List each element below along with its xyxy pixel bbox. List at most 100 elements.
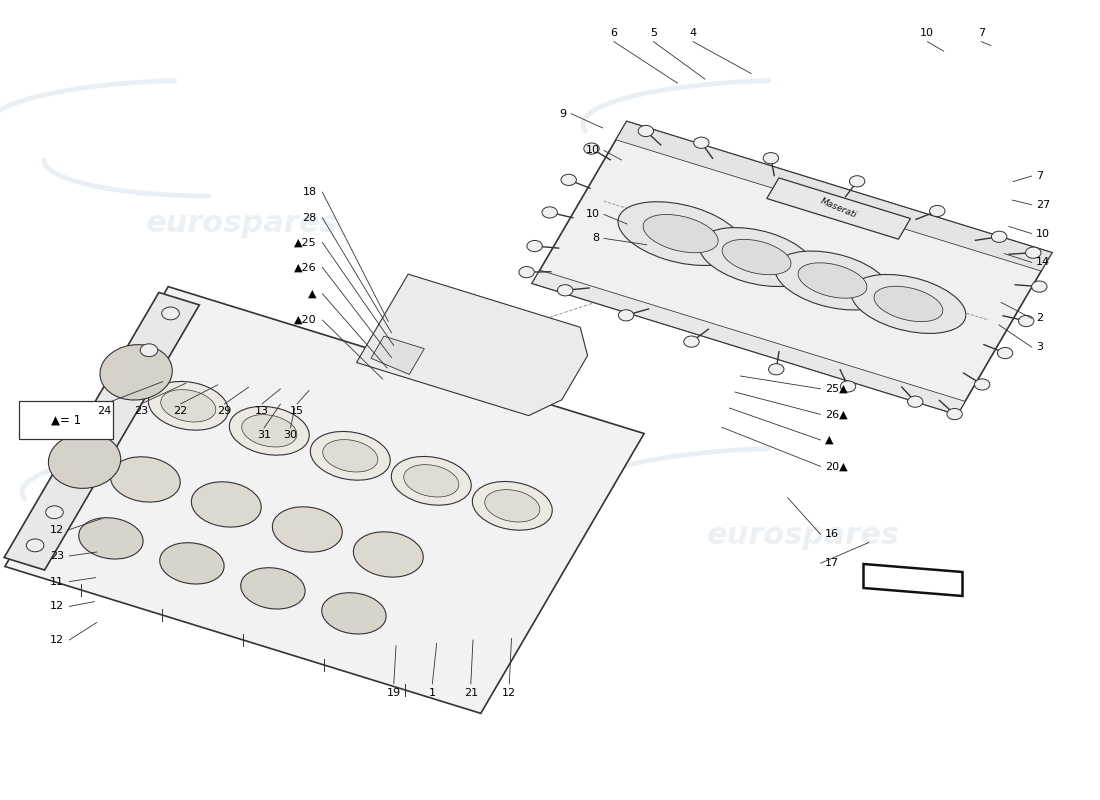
Circle shape xyxy=(998,347,1013,358)
Ellipse shape xyxy=(161,390,216,422)
Circle shape xyxy=(947,409,962,420)
Text: 29: 29 xyxy=(218,406,231,416)
Polygon shape xyxy=(4,286,645,714)
Circle shape xyxy=(527,241,542,252)
Circle shape xyxy=(558,285,573,296)
Text: 8: 8 xyxy=(593,234,600,243)
Ellipse shape xyxy=(241,568,305,609)
Circle shape xyxy=(930,206,945,217)
Circle shape xyxy=(46,506,64,518)
Text: 9: 9 xyxy=(560,109,566,118)
Polygon shape xyxy=(532,270,965,414)
Text: 11: 11 xyxy=(50,577,64,586)
Circle shape xyxy=(618,310,634,321)
Text: eurospares: eurospares xyxy=(145,210,339,238)
Text: 21: 21 xyxy=(464,688,477,698)
Ellipse shape xyxy=(392,457,471,505)
Text: 6: 6 xyxy=(610,29,617,38)
Ellipse shape xyxy=(229,406,309,455)
Ellipse shape xyxy=(644,214,718,253)
Circle shape xyxy=(542,207,558,218)
Circle shape xyxy=(140,344,157,357)
Circle shape xyxy=(638,126,653,137)
Circle shape xyxy=(561,174,576,186)
Ellipse shape xyxy=(110,457,180,502)
Circle shape xyxy=(1032,281,1047,292)
Text: 15: 15 xyxy=(290,406,304,416)
Circle shape xyxy=(840,381,856,392)
Circle shape xyxy=(1025,247,1041,258)
Ellipse shape xyxy=(618,202,744,266)
FancyBboxPatch shape xyxy=(19,401,112,439)
Text: ▲: ▲ xyxy=(825,435,834,445)
Text: 20▲: 20▲ xyxy=(825,462,848,471)
Text: 26▲: 26▲ xyxy=(825,410,848,419)
Text: 12: 12 xyxy=(50,635,64,645)
Ellipse shape xyxy=(310,431,390,480)
Circle shape xyxy=(769,364,784,375)
Circle shape xyxy=(162,307,179,320)
Circle shape xyxy=(519,266,535,278)
Polygon shape xyxy=(616,122,1052,271)
Ellipse shape xyxy=(242,414,297,447)
Circle shape xyxy=(908,396,923,407)
Circle shape xyxy=(26,539,44,552)
Ellipse shape xyxy=(321,593,386,634)
Text: ▲: ▲ xyxy=(308,289,317,298)
Text: ▲= 1: ▲= 1 xyxy=(51,414,81,426)
Text: ▲20: ▲20 xyxy=(294,315,317,325)
Circle shape xyxy=(991,231,1006,242)
Circle shape xyxy=(694,137,710,148)
Text: 10: 10 xyxy=(921,29,934,38)
Text: 5: 5 xyxy=(650,29,657,38)
Ellipse shape xyxy=(160,542,224,584)
Ellipse shape xyxy=(799,263,867,298)
Text: 7: 7 xyxy=(978,29,984,38)
Text: 12: 12 xyxy=(50,602,64,611)
Circle shape xyxy=(975,379,990,390)
Ellipse shape xyxy=(485,490,540,522)
Ellipse shape xyxy=(700,227,814,286)
Ellipse shape xyxy=(851,274,966,334)
Text: 10: 10 xyxy=(585,210,600,219)
Text: 25▲: 25▲ xyxy=(825,384,848,394)
Ellipse shape xyxy=(353,532,424,577)
Ellipse shape xyxy=(776,251,890,310)
Text: 3: 3 xyxy=(1036,342,1043,352)
Ellipse shape xyxy=(472,482,552,530)
Ellipse shape xyxy=(874,286,943,322)
Text: 14: 14 xyxy=(1036,258,1050,267)
Text: eurospares: eurospares xyxy=(706,522,900,550)
Polygon shape xyxy=(864,564,962,596)
Text: eurospares: eurospares xyxy=(145,522,339,550)
Text: 7: 7 xyxy=(1036,171,1043,181)
Ellipse shape xyxy=(48,433,121,488)
Circle shape xyxy=(584,143,600,154)
Polygon shape xyxy=(356,274,587,416)
Polygon shape xyxy=(532,122,1052,414)
Circle shape xyxy=(763,153,779,164)
Ellipse shape xyxy=(148,382,228,430)
Text: ▲26: ▲26 xyxy=(294,262,317,272)
Ellipse shape xyxy=(191,482,262,527)
Polygon shape xyxy=(371,336,425,374)
Ellipse shape xyxy=(79,518,143,559)
Text: eurospares: eurospares xyxy=(706,210,900,238)
Circle shape xyxy=(684,336,700,347)
Text: 17: 17 xyxy=(825,558,839,568)
Text: 10: 10 xyxy=(1036,229,1050,238)
Text: 12: 12 xyxy=(503,688,516,698)
Circle shape xyxy=(1019,315,1034,326)
Polygon shape xyxy=(767,178,911,239)
Text: 22: 22 xyxy=(174,406,187,416)
Text: 12: 12 xyxy=(50,525,64,534)
Text: 27: 27 xyxy=(1036,200,1050,210)
Text: 2: 2 xyxy=(1036,314,1043,323)
Ellipse shape xyxy=(322,440,378,472)
Text: 23: 23 xyxy=(134,406,147,416)
Text: 13: 13 xyxy=(255,406,268,416)
Text: 24: 24 xyxy=(98,406,111,416)
Circle shape xyxy=(849,176,865,187)
Text: 23: 23 xyxy=(50,551,64,561)
Text: 28: 28 xyxy=(302,213,317,222)
